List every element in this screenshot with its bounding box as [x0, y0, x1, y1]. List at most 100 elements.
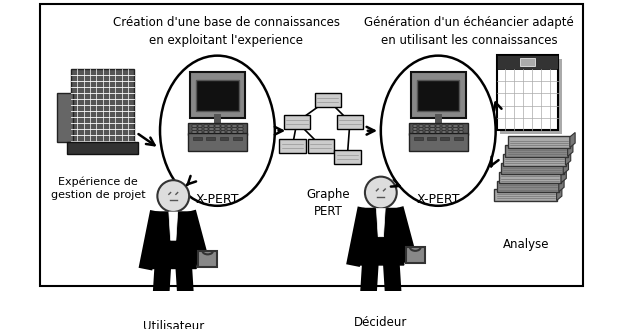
Bar [459, 128, 464, 130]
Text: Analyse: Analyse [502, 239, 549, 251]
Bar [203, 128, 208, 130]
Bar [203, 131, 208, 133]
Bar [427, 137, 436, 140]
Circle shape [365, 177, 397, 209]
Bar [207, 137, 215, 140]
Bar [453, 125, 457, 127]
Ellipse shape [160, 56, 275, 206]
Text: Décideur: Décideur [354, 316, 407, 329]
FancyBboxPatch shape [188, 133, 247, 151]
Bar [220, 137, 228, 140]
Bar [67, 142, 138, 154]
FancyBboxPatch shape [308, 139, 334, 153]
FancyBboxPatch shape [190, 72, 245, 118]
Bar [453, 131, 457, 133]
Bar [413, 131, 417, 133]
Bar [221, 131, 225, 133]
Bar [232, 125, 237, 127]
Bar [210, 131, 214, 133]
Bar [454, 137, 462, 140]
Polygon shape [150, 212, 196, 268]
FancyBboxPatch shape [337, 115, 363, 129]
Bar [215, 128, 220, 130]
Bar [442, 128, 446, 130]
Bar [192, 128, 197, 130]
FancyBboxPatch shape [409, 123, 468, 135]
Bar [459, 131, 464, 133]
Bar [424, 128, 429, 130]
Bar [406, 247, 425, 263]
Bar [192, 131, 197, 133]
FancyBboxPatch shape [507, 137, 570, 148]
Polygon shape [561, 168, 567, 183]
Bar [210, 128, 214, 130]
Bar [413, 125, 417, 127]
Bar [193, 137, 202, 140]
Polygon shape [568, 141, 573, 156]
Bar [442, 131, 446, 133]
Bar [238, 125, 243, 127]
Text: Utilisateur: Utilisateur [143, 320, 204, 329]
Bar [500, 59, 562, 134]
Text: Création d'une base de connaissances
en exploitant l'experience: Création d'une base de connaissances en … [113, 16, 339, 47]
Bar [431, 125, 435, 127]
Bar [198, 128, 202, 130]
Polygon shape [563, 159, 568, 174]
Bar [436, 125, 441, 127]
Bar [419, 128, 423, 130]
FancyBboxPatch shape [501, 163, 563, 174]
Bar [417, 80, 459, 111]
Polygon shape [570, 133, 575, 147]
Bar [221, 125, 225, 127]
Polygon shape [559, 177, 564, 192]
FancyBboxPatch shape [411, 72, 466, 118]
Bar [436, 128, 441, 130]
Bar [238, 131, 243, 133]
Text: Graphe
PERT: Graphe PERT [306, 188, 349, 218]
Bar [424, 131, 429, 133]
FancyBboxPatch shape [284, 115, 310, 129]
FancyBboxPatch shape [334, 150, 361, 164]
Bar [447, 125, 452, 127]
Bar [459, 125, 464, 127]
Bar [233, 137, 241, 140]
Bar [238, 128, 243, 130]
Circle shape [157, 180, 189, 212]
Polygon shape [557, 186, 562, 200]
Bar [497, 55, 558, 69]
Bar [436, 131, 441, 133]
Text: Génération d'un échéancier adapté
en utilisant les connaissances: Génération d'un échéancier adapté en uti… [364, 16, 574, 47]
Bar [232, 128, 237, 130]
FancyBboxPatch shape [314, 93, 341, 107]
Bar [431, 131, 435, 133]
Bar [215, 125, 220, 127]
Bar [203, 125, 208, 127]
FancyBboxPatch shape [503, 154, 566, 165]
FancyBboxPatch shape [409, 133, 468, 151]
Bar [441, 137, 449, 140]
Bar [198, 125, 202, 127]
Bar [221, 128, 225, 130]
Bar [198, 251, 217, 267]
Bar [232, 131, 237, 133]
Polygon shape [169, 212, 178, 240]
Bar [414, 137, 423, 140]
FancyBboxPatch shape [188, 123, 247, 135]
Bar [210, 125, 214, 127]
Text: Expérience de
gestion de projet: Expérience de gestion de projet [51, 177, 145, 200]
Bar [196, 80, 238, 111]
FancyBboxPatch shape [499, 172, 562, 183]
Bar [215, 131, 220, 133]
Text: X-PERT: X-PERT [196, 192, 239, 206]
Bar [413, 128, 417, 130]
Bar [497, 55, 558, 130]
Bar [192, 125, 197, 127]
Bar [424, 125, 429, 127]
Polygon shape [565, 150, 571, 165]
Polygon shape [376, 209, 385, 237]
Bar [198, 131, 202, 133]
FancyBboxPatch shape [494, 190, 557, 201]
Bar [227, 131, 231, 133]
Bar [442, 125, 446, 127]
Ellipse shape [381, 56, 495, 206]
